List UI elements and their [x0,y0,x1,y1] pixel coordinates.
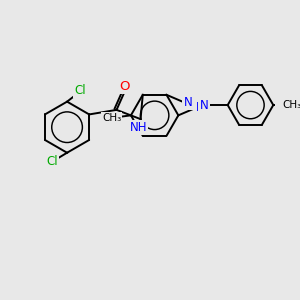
Text: Cl: Cl [74,84,85,97]
Text: N: N [196,101,204,114]
Text: NH: NH [130,121,147,134]
Text: CH₃: CH₃ [283,100,300,110]
Text: Cl: Cl [47,155,58,168]
Text: O: O [119,80,130,93]
Text: N: N [184,96,192,109]
Text: CH₃: CH₃ [102,113,122,123]
Text: N: N [200,99,208,112]
